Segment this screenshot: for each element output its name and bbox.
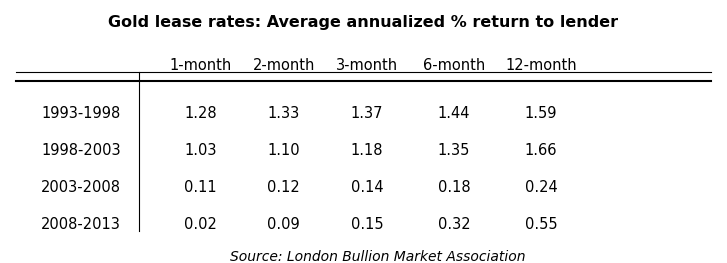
Text: 2003-2008: 2003-2008 <box>41 180 121 195</box>
Text: Gold lease rates: Average annualized % return to lender: Gold lease rates: Average annualized % r… <box>108 16 619 31</box>
Text: 1-month: 1-month <box>169 58 232 73</box>
Text: 1.66: 1.66 <box>525 143 557 158</box>
Text: 0.09: 0.09 <box>268 218 300 232</box>
Text: 1.28: 1.28 <box>184 106 217 121</box>
Text: Source: London Bullion Market Association: Source: London Bullion Market Associatio… <box>230 250 526 263</box>
Text: 0.15: 0.15 <box>351 218 383 232</box>
Text: 1.44: 1.44 <box>438 106 470 121</box>
Text: 12-month: 12-month <box>505 58 577 73</box>
Text: 0.14: 0.14 <box>351 180 383 195</box>
Text: 0.02: 0.02 <box>184 218 217 232</box>
Text: 0.18: 0.18 <box>438 180 470 195</box>
Text: 1.18: 1.18 <box>351 143 383 158</box>
Text: 1.33: 1.33 <box>268 106 300 121</box>
Text: 2-month: 2-month <box>253 58 315 73</box>
Text: 0.24: 0.24 <box>525 180 558 195</box>
Text: 3-month: 3-month <box>336 58 398 73</box>
Text: 0.55: 0.55 <box>525 218 558 232</box>
Text: 1.59: 1.59 <box>525 106 557 121</box>
Text: 0.32: 0.32 <box>438 218 470 232</box>
Text: 0.11: 0.11 <box>184 180 217 195</box>
Text: 6-month: 6-month <box>423 58 485 73</box>
Text: 1.10: 1.10 <box>268 143 300 158</box>
Text: 2008-2013: 2008-2013 <box>41 218 121 232</box>
Text: 1993-1998: 1993-1998 <box>41 106 121 121</box>
Text: 1.37: 1.37 <box>351 106 383 121</box>
Text: 1.35: 1.35 <box>438 143 470 158</box>
Text: 1.03: 1.03 <box>185 143 217 158</box>
Text: 0.12: 0.12 <box>268 180 300 195</box>
Text: 1998-2003: 1998-2003 <box>41 143 121 158</box>
